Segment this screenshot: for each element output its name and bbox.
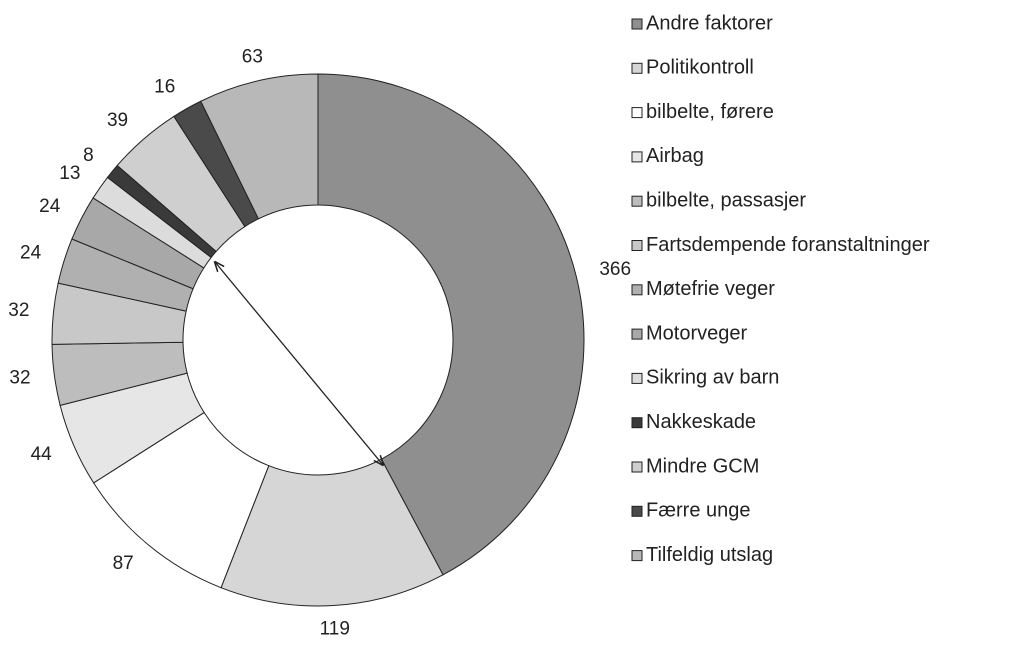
legend-swatch [631,417,643,429]
legend-label: Motorveger [646,322,747,344]
legend-swatch [631,195,643,207]
legend-label: bilbelte, passasjer [646,189,806,211]
legend-label: Mindre GCM [646,455,759,477]
legend-swatch [631,461,643,473]
legend: Andre faktorer Politikontroll bilbelte, fø… [631,12,930,566]
value-label: 24 [20,243,42,264]
slices: 366 119 87 44 32 32 24 24 138 39 16 63 [8,47,631,640]
legend-label: Fartsdempende foranstaltninger [646,234,930,256]
legend-label: bilbelte, førere [646,101,774,123]
value-label: 8 [83,145,94,166]
value-label: 119 [320,619,350,640]
value-label: 39 [107,110,128,131]
legend-swatch [631,18,643,30]
value-label: 44 [31,444,53,465]
value-label: 13 [59,163,80,184]
legend-label: Airbag [646,145,704,167]
legend-swatch [631,62,643,74]
legend-label: Færre unge [646,500,751,522]
legend-swatch [631,505,643,517]
slice [317,73,585,576]
value-label: 63 [242,47,263,68]
legend-label: Tilfeldig utslag [646,544,773,566]
legend-swatch [631,550,643,562]
value-label: 32 [8,300,29,321]
legend-swatch [631,284,643,296]
value-label: 32 [9,367,30,388]
legend-swatch [631,240,643,251]
arrow [215,262,383,465]
value-label: 87 [113,553,134,574]
value-label: 24 [39,196,61,217]
legend-label: Møtefrie veger [646,278,775,300]
legend-swatch [631,151,643,163]
legend-label: Andre faktorer [646,12,773,34]
legend-swatch [631,328,643,340]
legend-label: Nakkeskade [646,411,756,433]
legend-label: Sikring av barn [646,367,779,389]
value-label: 366 [599,259,631,280]
legend-label: Politikontroll [646,57,754,79]
value-label: 16 [154,77,175,98]
legend-swatch [631,372,643,384]
legend-swatch [631,107,643,119]
slice [200,73,319,220]
